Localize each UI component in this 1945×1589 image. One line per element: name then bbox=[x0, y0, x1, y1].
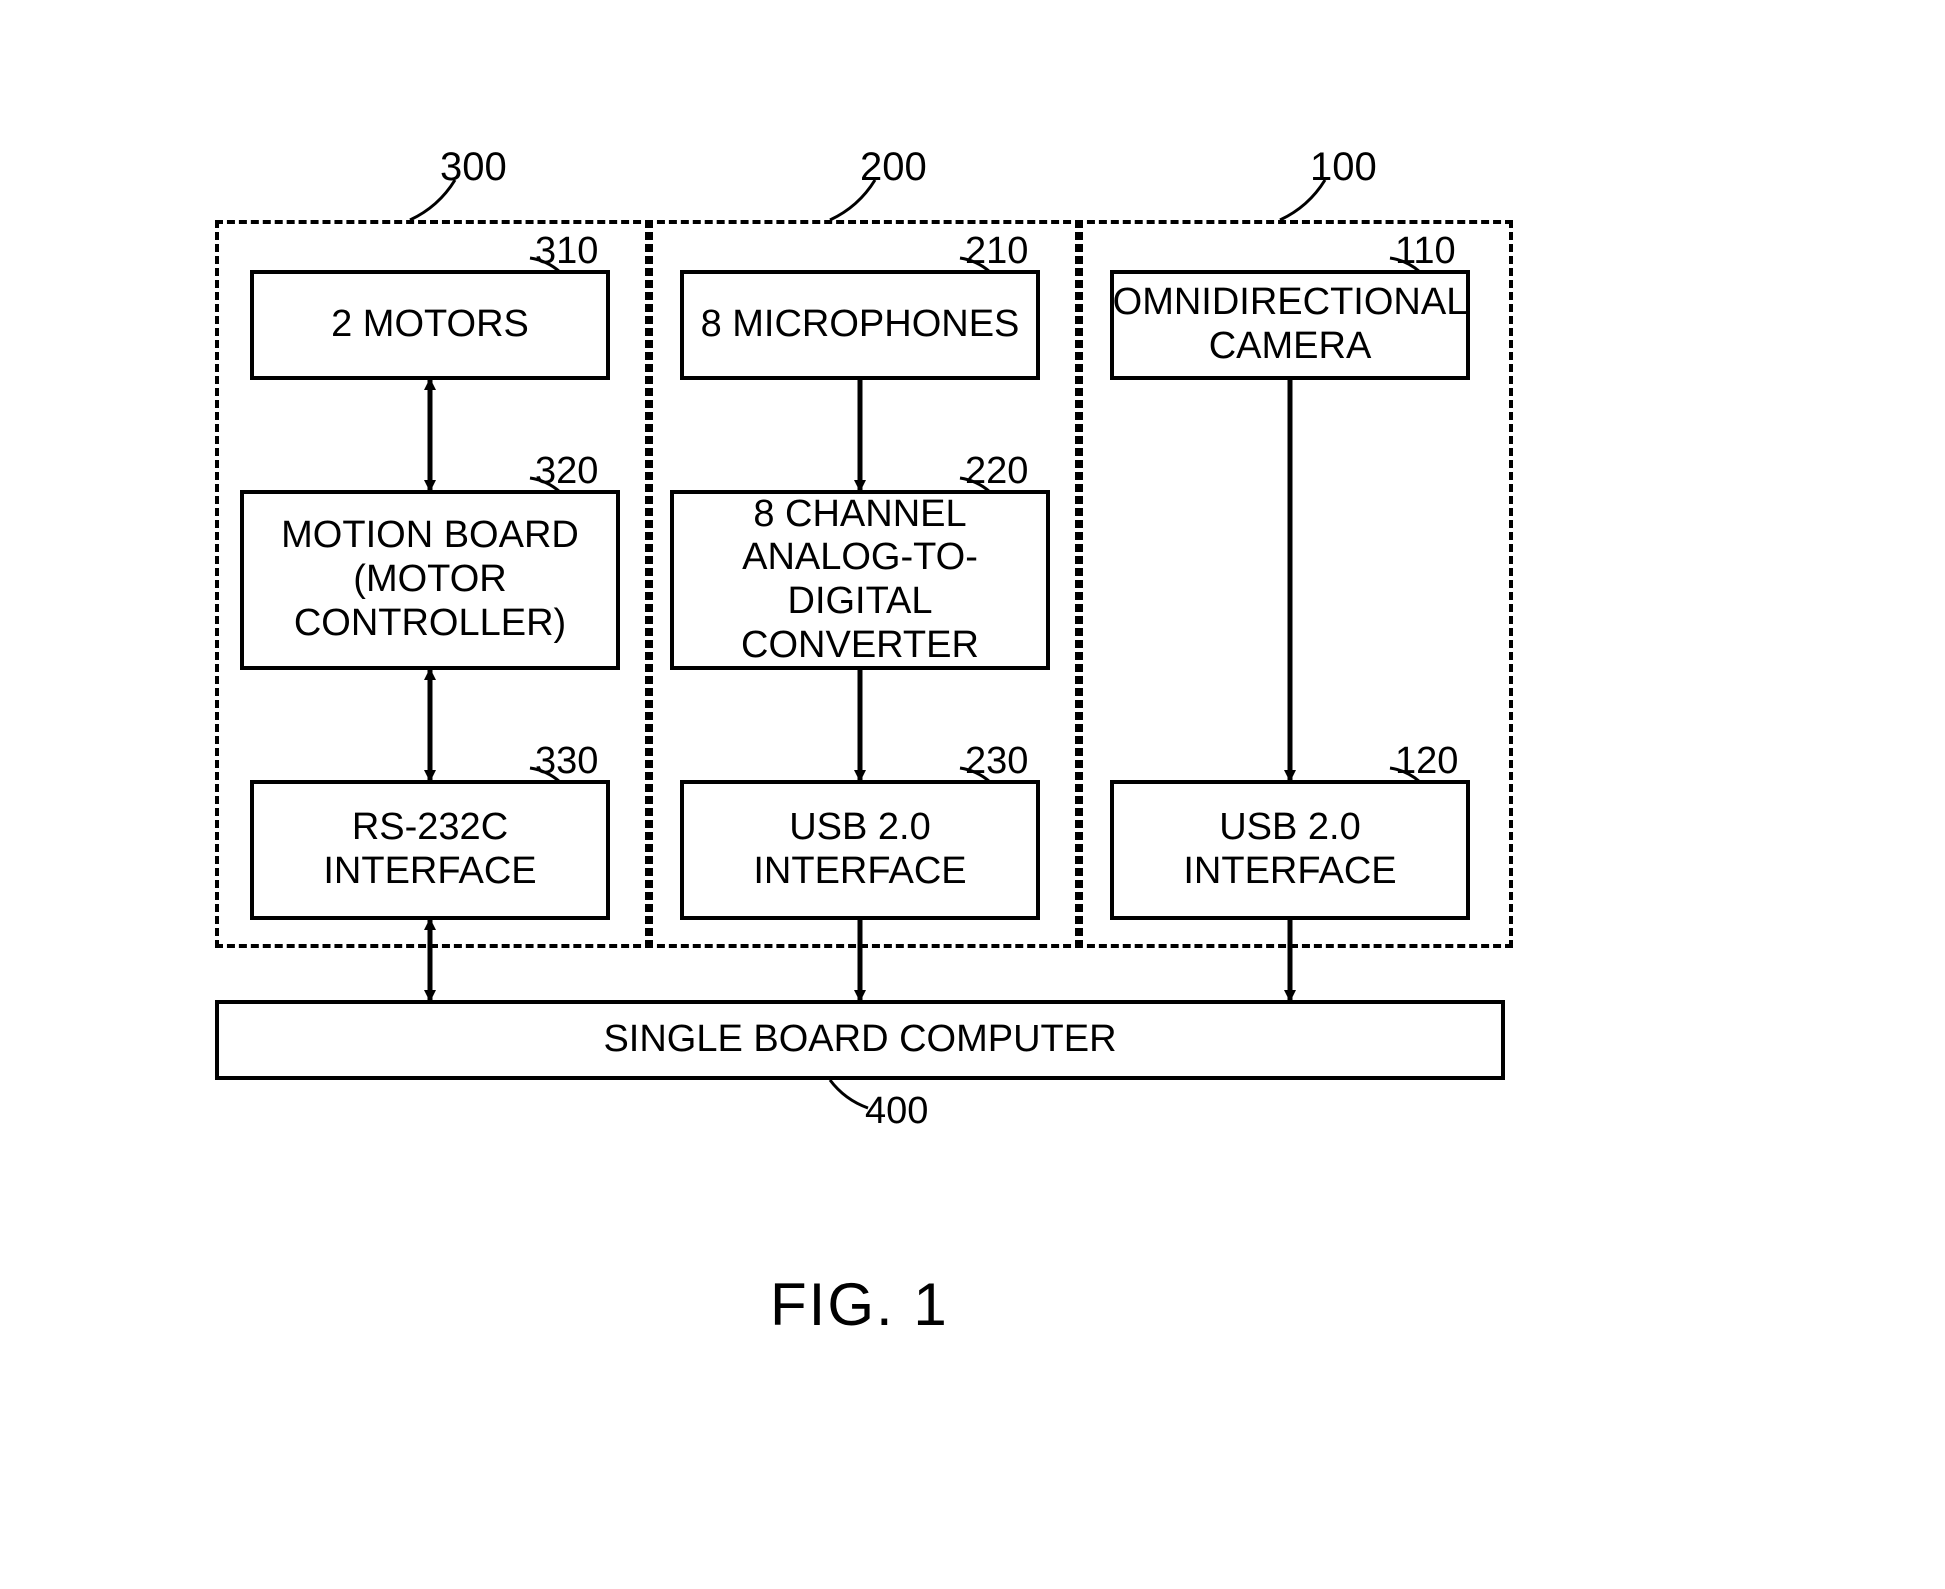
box-omnidirectional-cam: OMNIDIRECTIONAL CAMERA bbox=[1110, 270, 1470, 380]
box-adc: 8 CHANNEL ANALOG-TO-DIGITAL CONVERTER bbox=[670, 490, 1050, 670]
box-rs232c-interface: RS-232C INTERFACE bbox=[250, 780, 610, 920]
group-200-ref: 200 bbox=[860, 145, 927, 190]
box-8-microphones: 8 MICROPHONES bbox=[680, 270, 1040, 380]
box-2-motors: 2 MOTORS bbox=[250, 270, 610, 380]
box-motion-board: MOTION BOARD (MOTOR CONTROLLER) bbox=[240, 490, 620, 670]
figure-caption: FIG. 1 bbox=[770, 1270, 949, 1339]
ref-310: 310 bbox=[535, 230, 598, 273]
group-300-ref: 300 bbox=[440, 145, 507, 190]
group-100-ref: 100 bbox=[1310, 145, 1377, 190]
ref-110: 110 bbox=[1395, 230, 1456, 273]
ref-210: 210 bbox=[965, 230, 1028, 273]
box-single-board-computer: SINGLE BOARD COMPUTER bbox=[215, 1000, 1505, 1080]
ref-400: 400 bbox=[865, 1090, 928, 1133]
ref-120: 120 bbox=[1395, 740, 1458, 783]
ref-330: 330 bbox=[535, 740, 598, 783]
ref-230: 230 bbox=[965, 740, 1028, 783]
box-usb-interface-200: USB 2.0 INTERFACE bbox=[680, 780, 1040, 920]
ref-220: 220 bbox=[965, 450, 1028, 493]
box-usb-interface-100: USB 2.0 INTERFACE bbox=[1110, 780, 1470, 920]
ref-320: 320 bbox=[535, 450, 598, 493]
diagram-canvas: 300 200 100 2 MOTORS MOTION BOARD (MOTOR… bbox=[40, 40, 1945, 1549]
